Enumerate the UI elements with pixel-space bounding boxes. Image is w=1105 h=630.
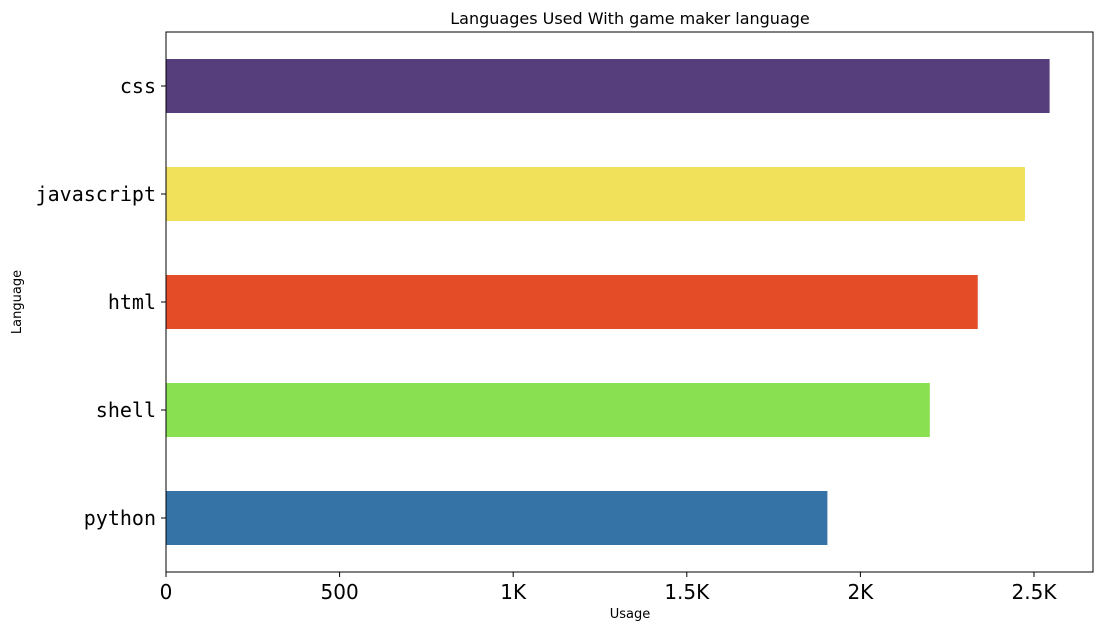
y-tick-label-python: python (84, 506, 156, 530)
y-tick-label-css: css (120, 74, 156, 98)
y-tick-label-javascript: javascript (36, 182, 156, 206)
bar-javascript (166, 167, 1025, 221)
x-tick-label-1: 500 (321, 580, 359, 604)
x-tick-label-3: 1.5K (664, 580, 710, 604)
x-axis: 0 500 1K 1.5K 2K 2.5K (160, 572, 1058, 604)
x-tick-label-5: 2.5K (1012, 580, 1058, 604)
bar-shell (166, 383, 930, 437)
bar-css (166, 59, 1050, 113)
x-tick-label-2: 1K (500, 580, 527, 604)
y-axis: python shell html javascript css (36, 74, 166, 530)
x-tick-label-4: 2K (847, 580, 874, 604)
y-axis-title: Language (10, 270, 25, 334)
x-axis-title: Usage (610, 607, 651, 622)
chart-title: Languages Used With game maker language (450, 9, 810, 28)
x-tick-label-0: 0 (160, 580, 173, 604)
bars-group (166, 59, 1050, 545)
bar-python (166, 491, 828, 545)
y-tick-label-html: html (108, 290, 156, 314)
bar-html (166, 275, 978, 329)
y-tick-label-shell: shell (96, 398, 156, 422)
